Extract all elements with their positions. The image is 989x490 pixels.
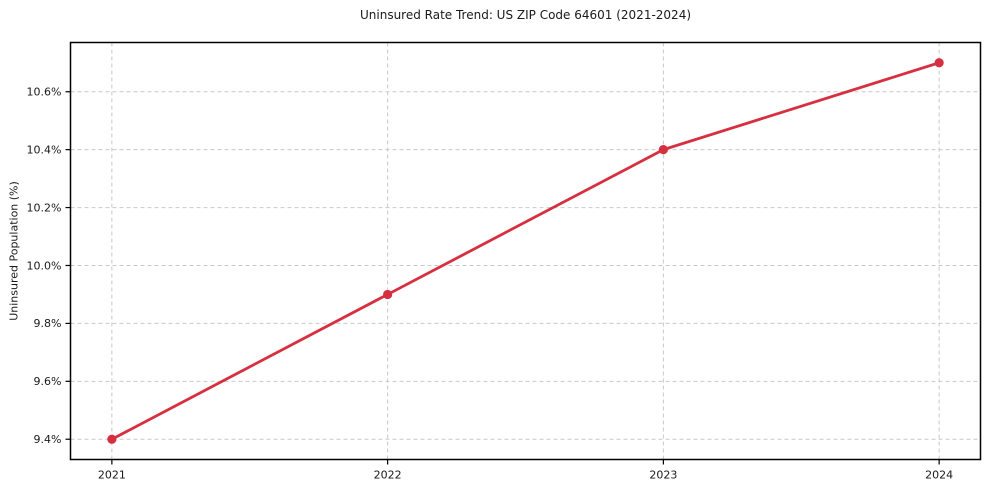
chart-title: Uninsured Rate Trend: US ZIP Code 64601 … [359,8,692,22]
trend-line [110,61,941,441]
x-tick-label: 2023 [649,469,677,482]
y-tick-label: 10.6% [27,86,62,99]
x-tick-label: 2022 [374,469,402,482]
plot-area [70,42,981,460]
data-point-marker [383,289,393,300]
y-tick-label: 10.0% [27,259,62,272]
data-point-marker [934,58,944,68]
data-point-marker [658,145,668,155]
y-tick-label: 10.2% [27,201,62,214]
y-tick-label: 9.8% [34,317,62,330]
plot-border [69,41,982,461]
data-point-marker [107,434,117,444]
x-tick-label: 2021 [98,469,126,482]
x-tick-label: 2024 [925,469,953,482]
y-tick-label: 9.4% [34,433,62,446]
y-tick-label: 9.6% [34,375,62,388]
y-tick-label: 10.4% [27,143,62,156]
